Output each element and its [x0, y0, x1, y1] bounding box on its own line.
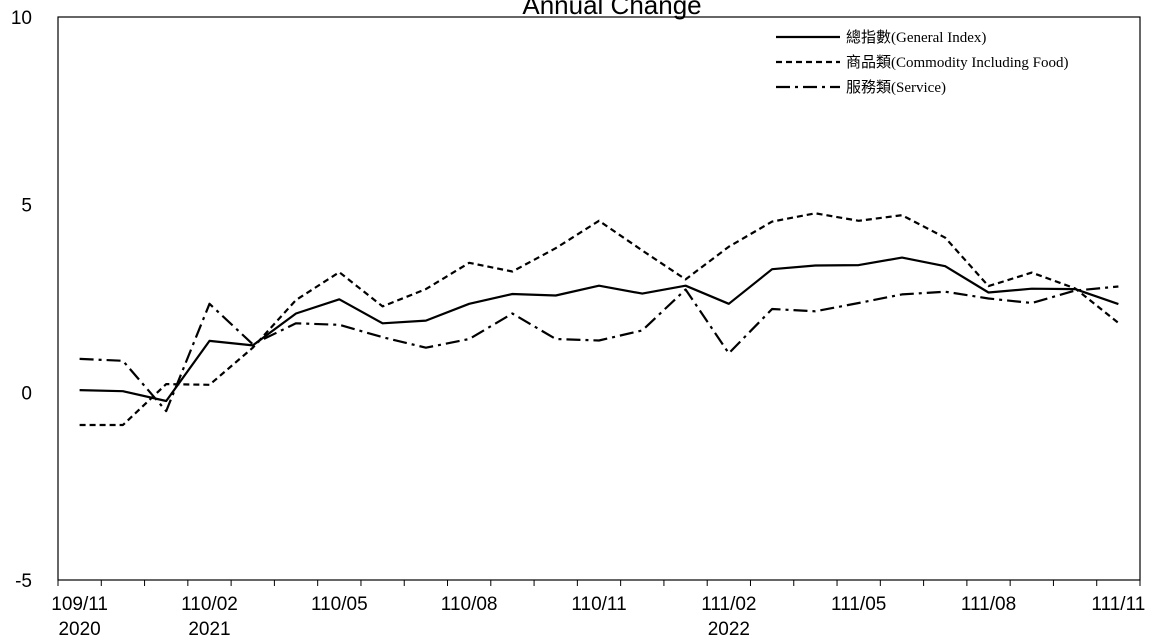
chart-title: Annual Change [522, 0, 701, 20]
series-line-1 [79, 212, 1120, 427]
plot-border [57, 16, 1141, 581]
y-tick-label: 10 [11, 8, 32, 29]
x-tick-label: 110/08 [441, 594, 498, 615]
legend-label-2: 服務類(Service) [846, 79, 946, 96]
x-year-label: 2021 [188, 619, 230, 640]
legend-label-0: 總指數(General Index) [846, 28, 986, 46]
x-tick-label: 111/02 [701, 594, 756, 615]
x-year-label: 2022 [708, 619, 750, 640]
x-tick-label: 110/11 [571, 594, 626, 615]
x-tick-label: 111/11 [1091, 594, 1145, 615]
series-line-2 [79, 285, 1119, 413]
x-tick-label: 111/08 [961, 594, 1016, 615]
legend: 總指數(General Index) 商品類(Commodity Includin… [776, 28, 1069, 96]
series-line-0 [79, 256, 1119, 403]
y-tick-label: -5 [15, 571, 32, 592]
series-layer [79, 212, 1120, 427]
x-tick-label: 110/05 [311, 594, 368, 615]
x-tick-label: 110/02 [181, 594, 238, 615]
x-tick-label: 111/05 [831, 594, 886, 615]
y-tick-label: 5 [21, 196, 32, 217]
x-axis: 109/11 2020 110/02 2021 110/05 110/08 110/11 11… [51, 580, 1145, 640]
y-axis: 10 5 0 -5 [11, 8, 32, 592]
y-tick-label: 0 [21, 383, 32, 404]
legend-label-1: 商品類(Commodity Including Food) [846, 54, 1069, 71]
x-tick-label: 109/11 [51, 594, 108, 615]
plot-frame [57, 16, 1141, 581]
x-year-label: 2020 [58, 619, 100, 640]
